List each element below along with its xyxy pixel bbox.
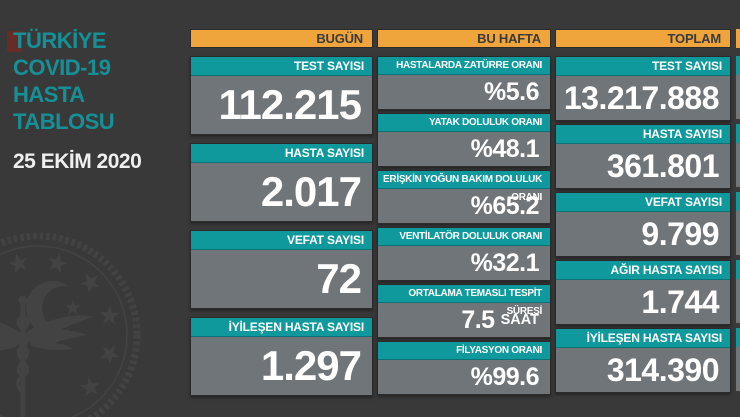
stat-value-wrap: %48.1: [378, 132, 550, 166]
stat-value-wrap: 361.801: [556, 144, 730, 188]
column-header-bugun: BUGÜN: [190, 29, 373, 48]
sliver-card-head: [736, 56, 740, 75]
stat-card-hafta-ventilator-doluluk: VENTİLATÖR DOLULUK ORANI %32.1: [377, 227, 551, 281]
red-marker: [7, 31, 22, 52]
stat-value: %5.6: [484, 77, 539, 106]
sliver-card-body: [736, 143, 740, 187]
stat-unit: SAAT: [500, 312, 539, 328]
stat-card-hafta-filyasyon-orani: FİLYASYON ORANI %99.6: [377, 341, 551, 395]
stat-value: 2.017: [260, 168, 362, 215]
column-header-bu-hafta: BU HAFTA: [377, 29, 551, 48]
stat-card-toplam-test-sayisi: TEST SAYISI 13.217.888: [555, 56, 731, 121]
stat-card-hafta-yatak-doluluk: YATAK DOLULUK ORANI %48.1: [377, 113, 551, 167]
stat-label: ORTALAMA TEMASLI TESPİT SÜRESİ: [378, 285, 550, 317]
stat-value: %48.1: [470, 134, 540, 163]
stat-card-hafta-yogun-bakim-doluluk: ERİŞKİN YOĞUN BAKIM DOLULUK ORANI %65.2: [377, 170, 551, 224]
stat-label: HASTA SAYISI: [191, 144, 372, 163]
stat-value-wrap: 9.799: [556, 212, 730, 256]
stat-label: İYİLEŞEN HASTA SAYISI: [556, 329, 730, 348]
stat-value-wrap: 112.215: [191, 76, 372, 134]
stat-label: HASTALARDA ZATÜRRE ORANI: [378, 57, 550, 75]
stat-value: 13.217.888: [563, 79, 720, 116]
stat-label: FİLYASYON ORANI: [378, 342, 550, 360]
stat-value: %32.1: [470, 248, 540, 277]
stat-value-wrap: 7.5 SAAT: [378, 303, 550, 337]
page-title-line: TABLOSU: [13, 109, 115, 134]
stat-value-wrap: %65.2: [378, 189, 550, 223]
sliver-card-body: [736, 211, 740, 255]
stat-value: 1.744: [641, 283, 719, 320]
stat-label: ERİŞKİN YOĞUN BAKIM DOLULUK ORANI: [378, 171, 550, 203]
stat-label: TEST SAYISI: [556, 57, 730, 76]
stat-card-bugun-vefat-sayisi: VEFAT SAYISI 72: [190, 230, 373, 309]
stat-label: VEFAT SAYISI: [191, 231, 372, 250]
stat-value: 72: [316, 255, 362, 302]
stat-card-toplam-vefat-sayisi: VEFAT SAYISI 9.799: [555, 192, 731, 257]
stat-label: İYİLEŞEN HASTA SAYISI: [191, 318, 372, 337]
stat-value-wrap: 1.744: [556, 280, 730, 324]
stat-label: AĞIR HASTA SAYISI: [556, 261, 730, 280]
column-toplam: TOPLAM TEST SAYISI 13.217.888 HASTA SAYI…: [555, 0, 731, 417]
page-title: TÜRKİYE COVID-19 HASTA TABLOSU: [13, 27, 183, 135]
stat-value-wrap: 13.217.888: [556, 76, 730, 120]
stat-card-toplam-iyilesen-hasta-sayisi: İYİLEŞEN HASTA SAYISI 314.390: [555, 328, 731, 393]
sliver-card-head: [736, 328, 740, 347]
stat-card-toplam-hasta-sayisi: HASTA SAYISI 361.801: [555, 124, 731, 189]
report-date: 25 EKİM 2020: [13, 150, 142, 173]
page-title-line: TÜRKİYE: [13, 28, 107, 53]
stat-value: %65.2: [470, 191, 540, 220]
sliver-card-head: [736, 192, 740, 211]
stat-value-wrap: %5.6: [378, 75, 550, 109]
stat-value: 361.801: [606, 147, 720, 184]
stat-value-wrap: 314.390: [556, 348, 730, 392]
stat-value: 112.215: [218, 81, 362, 128]
stat-label: YATAK DOLULUK ORANI: [378, 114, 550, 132]
column-bugun: BUGÜN TEST SAYISI 112.215 HASTA SAYISI 2…: [190, 0, 373, 417]
stat-value: 314.390: [606, 351, 720, 388]
health-ministry-emblem-icon: [0, 232, 141, 417]
sliver-card-body: [736, 279, 740, 323]
stat-value-wrap: %32.1: [378, 246, 550, 280]
stat-value-wrap: 2.017: [191, 163, 372, 221]
stat-label: TEST SAYISI: [191, 57, 372, 76]
stat-label: HASTA SAYISI: [556, 125, 730, 144]
column-header-toplam: TOPLAM: [555, 29, 731, 48]
stat-label: VEFAT SAYISI: [556, 193, 730, 212]
stat-value-wrap: 1.297: [191, 337, 372, 395]
sliver-card-body: [736, 347, 740, 391]
sliver-card-head: [736, 260, 740, 279]
stat-card-hafta-temasli-tespit-suresi: ORTALAMA TEMASLI TESPİT SÜRESİ 7.5 SAAT: [377, 284, 551, 338]
stat-value-wrap: 72: [191, 250, 372, 308]
stat-card-bugun-test-sayisi: TEST SAYISI 112.215: [190, 56, 373, 135]
stat-value-wrap: %99.6: [378, 360, 550, 394]
stat-label: VENTİLATÖR DOLULUK ORANI: [378, 228, 550, 246]
stat-value: 1.297: [260, 342, 362, 389]
stat-value: 7.5: [461, 305, 495, 334]
sliver-header: [736, 29, 740, 48]
page-title-line: COVID-19: [13, 55, 111, 80]
stat-value: %99.6: [470, 362, 540, 391]
stat-value: 9.799: [641, 215, 719, 252]
stat-card-hafta-zaturre-orani: HASTALARDA ZATÜRRE ORANI %5.6: [377, 56, 551, 110]
stat-card-toplam-agir-hasta-sayisi: AĞIR HASTA SAYISI 1.744: [555, 260, 731, 325]
stat-card-bugun-hasta-sayisi: HASTA SAYISI 2.017: [190, 143, 373, 222]
stat-card-bugun-iyilesen-hasta-sayisi: İYİLEŞEN HASTA SAYISI 1.297: [190, 317, 373, 396]
page-title-line: HASTA: [13, 82, 85, 107]
column-bu-hafta: BU HAFTA HASTALARDA ZATÜRRE ORANI %5.6 Y…: [377, 0, 551, 417]
sliver-card-body: [736, 75, 740, 119]
sliver-card-head: [736, 124, 740, 143]
